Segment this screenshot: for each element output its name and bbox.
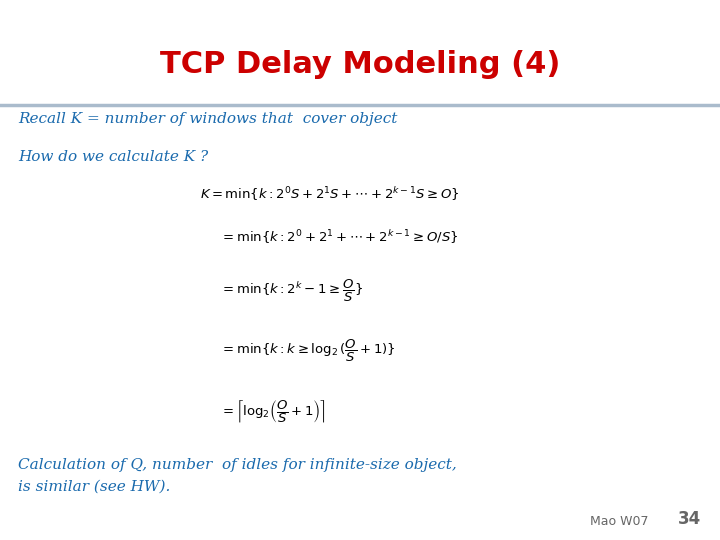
Text: $K = \min\{k: 2^0 S + 2^1 S + \cdots + 2^{k-1} S \geq O\}$: $K = \min\{k: 2^0 S + 2^1 S + \cdots + 2…	[200, 185, 459, 203]
Text: $= \min\{k: k \geq \log_2(\dfrac{O}{S}+1)\}$: $= \min\{k: k \geq \log_2(\dfrac{O}{S}+1…	[220, 338, 396, 364]
Text: TCP Delay Modeling (4): TCP Delay Modeling (4)	[160, 50, 560, 79]
Text: Mao W07: Mao W07	[590, 515, 649, 528]
Text: is similar (see HW).: is similar (see HW).	[18, 480, 171, 494]
Text: $= \left\lceil \log_2\!\left(\dfrac{O}{S}+1\right) \right\rceil$: $= \left\lceil \log_2\!\left(\dfrac{O}{S…	[220, 398, 326, 425]
Text: $= \min\{k: 2^k - 1 \geq \dfrac{O}{S}\}$: $= \min\{k: 2^k - 1 \geq \dfrac{O}{S}\}$	[220, 278, 363, 304]
Text: $= \min\{k: 2^0 + 2^1 + \cdots + 2^{k-1} \geq O/S\}$: $= \min\{k: 2^0 + 2^1 + \cdots + 2^{k-1}…	[220, 228, 459, 246]
Text: 34: 34	[678, 510, 701, 528]
Text: How do we calculate K ?: How do we calculate K ?	[18, 150, 208, 164]
Text: Recall K = number of windows that  cover object: Recall K = number of windows that cover …	[18, 112, 397, 126]
Text: Calculation of Q, number  of idles for infinite-size object,: Calculation of Q, number of idles for in…	[18, 458, 456, 472]
